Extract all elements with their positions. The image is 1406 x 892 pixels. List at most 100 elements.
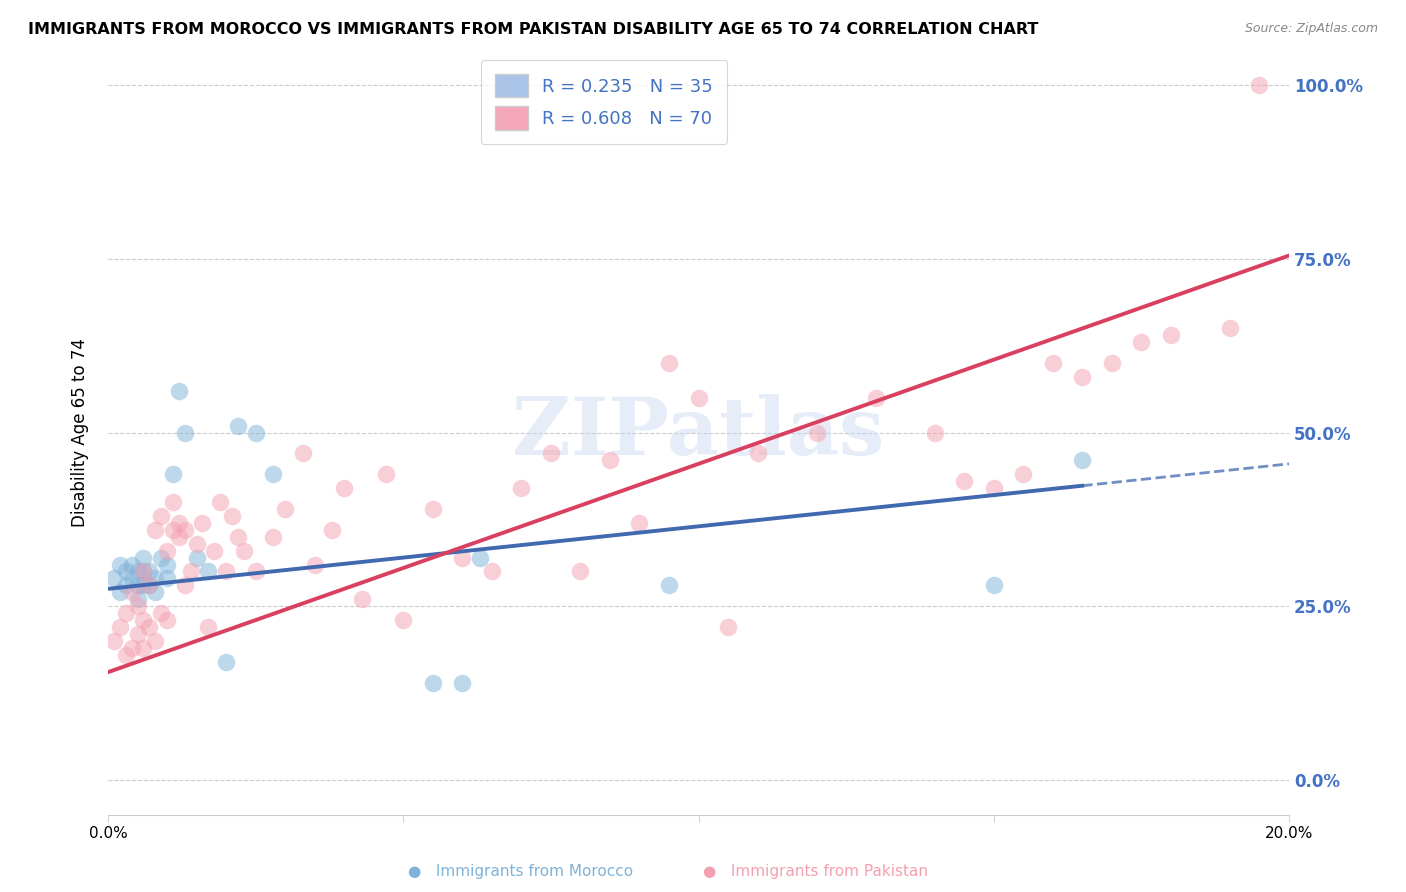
Text: ZIPatlas: ZIPatlas	[512, 393, 884, 472]
Point	[138, 578, 160, 592]
Point	[274, 502, 297, 516]
Point	[121, 558, 143, 572]
Point	[143, 585, 166, 599]
Point	[150, 550, 173, 565]
Point	[156, 571, 179, 585]
Point	[167, 516, 190, 530]
Point	[245, 425, 267, 440]
Point	[1219, 321, 1241, 335]
Point	[180, 565, 202, 579]
Point	[114, 648, 136, 662]
Point	[717, 620, 740, 634]
Point	[262, 530, 284, 544]
Point	[138, 620, 160, 634]
Point	[121, 585, 143, 599]
Point	[321, 523, 343, 537]
Point	[156, 543, 179, 558]
Point	[138, 578, 160, 592]
Point	[132, 550, 155, 565]
Point	[103, 634, 125, 648]
Point	[167, 530, 190, 544]
Point	[865, 391, 887, 405]
Point	[114, 578, 136, 592]
Point	[121, 640, 143, 655]
Point	[156, 558, 179, 572]
Point	[108, 585, 131, 599]
Point	[688, 391, 710, 405]
Point	[422, 675, 444, 690]
Point	[226, 418, 249, 433]
Point	[114, 606, 136, 620]
Point	[599, 453, 621, 467]
Point	[1012, 467, 1035, 482]
Point	[226, 530, 249, 544]
Point	[173, 578, 195, 592]
Point	[658, 356, 681, 370]
Point	[924, 425, 946, 440]
Point	[127, 627, 149, 641]
Y-axis label: Disability Age 65 to 74: Disability Age 65 to 74	[72, 338, 89, 527]
Point	[150, 508, 173, 523]
Point	[191, 516, 214, 530]
Point	[1042, 356, 1064, 370]
Point	[173, 523, 195, 537]
Text: IMMIGRANTS FROM MOROCCO VS IMMIGRANTS FROM PAKISTAN DISABILITY AGE 65 TO 74 CORR: IMMIGRANTS FROM MOROCCO VS IMMIGRANTS FR…	[28, 22, 1039, 37]
Point	[481, 565, 503, 579]
Point	[108, 558, 131, 572]
Point	[1249, 78, 1271, 93]
Point	[186, 537, 208, 551]
Point	[209, 495, 232, 509]
Point	[138, 565, 160, 579]
Point	[197, 620, 219, 634]
Point	[127, 599, 149, 614]
Point	[202, 543, 225, 558]
Point	[747, 446, 769, 460]
Point	[333, 481, 356, 495]
Point	[468, 550, 491, 565]
Point	[1130, 335, 1153, 350]
Point	[983, 578, 1005, 592]
Point	[127, 565, 149, 579]
Point	[127, 592, 149, 607]
Point	[132, 565, 155, 579]
Point	[291, 446, 314, 460]
Point	[132, 613, 155, 627]
Point	[173, 425, 195, 440]
Point	[221, 508, 243, 523]
Point	[628, 516, 651, 530]
Point	[162, 495, 184, 509]
Point	[1160, 328, 1182, 343]
Point	[103, 571, 125, 585]
Point	[162, 467, 184, 482]
Point	[510, 481, 533, 495]
Point	[658, 578, 681, 592]
Point	[108, 620, 131, 634]
Point	[569, 565, 592, 579]
Point	[132, 578, 155, 592]
Point	[806, 425, 828, 440]
Point	[162, 523, 184, 537]
Point	[132, 565, 155, 579]
Point	[167, 384, 190, 398]
Text: ●   Immigrants from Pakistan: ● Immigrants from Pakistan	[703, 863, 928, 879]
Point	[215, 655, 238, 669]
Point	[422, 502, 444, 516]
Point	[451, 675, 474, 690]
Point	[127, 578, 149, 592]
Point	[245, 565, 267, 579]
Point	[186, 550, 208, 565]
Point	[262, 467, 284, 482]
Point	[392, 613, 415, 627]
Point	[1071, 453, 1094, 467]
Point	[215, 565, 238, 579]
Point	[232, 543, 254, 558]
Point	[304, 558, 326, 572]
Point	[114, 565, 136, 579]
Point	[197, 565, 219, 579]
Point	[540, 446, 562, 460]
Point	[374, 467, 396, 482]
Point	[1071, 370, 1094, 384]
Point	[143, 523, 166, 537]
Point	[156, 613, 179, 627]
Text: ●   Immigrants from Morocco: ● Immigrants from Morocco	[408, 863, 633, 879]
